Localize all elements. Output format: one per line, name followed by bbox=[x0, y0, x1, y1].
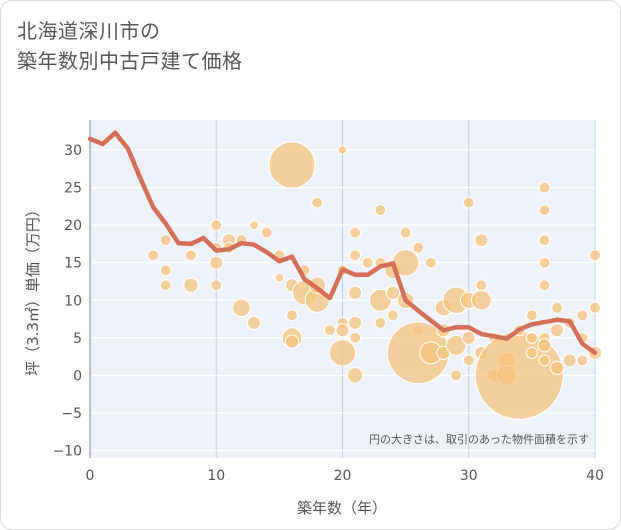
data-bubble bbox=[210, 219, 223, 232]
data-bubble bbox=[274, 272, 285, 283]
data-bubble bbox=[551, 301, 564, 314]
data-bubble bbox=[346, 367, 364, 384]
data-bubble bbox=[311, 196, 324, 209]
y-tick-label: 15 bbox=[64, 256, 82, 272]
data-bubble bbox=[470, 289, 492, 311]
data-bubble bbox=[247, 315, 262, 330]
data-bubble bbox=[385, 285, 401, 300]
data-bubble bbox=[576, 354, 589, 367]
trend-line bbox=[87, 130, 598, 356]
data-bubble bbox=[232, 298, 251, 318]
data-bubble bbox=[589, 301, 601, 314]
data-bubble bbox=[374, 316, 387, 329]
data-bubble bbox=[260, 226, 273, 239]
x-tick-label: 10 bbox=[207, 468, 225, 484]
y-tick-label: 25 bbox=[64, 181, 82, 197]
data-bubble bbox=[335, 323, 350, 338]
data-bubble bbox=[538, 181, 551, 194]
data-bubble bbox=[475, 279, 488, 292]
data-bubble bbox=[349, 331, 362, 344]
data-bubble bbox=[538, 354, 551, 367]
data-bubble bbox=[374, 204, 387, 217]
data-bubble bbox=[589, 249, 601, 262]
data-bubble bbox=[387, 309, 399, 322]
data-bubble bbox=[159, 234, 172, 247]
y-axis-title: 坪（3.3㎡）単価（万円） bbox=[24, 202, 42, 376]
y-tick-label: 0 bbox=[73, 368, 82, 384]
data-bubble bbox=[525, 331, 538, 344]
data-bubble bbox=[424, 256, 437, 269]
data-bubble bbox=[461, 330, 476, 345]
data-bubble bbox=[348, 285, 363, 300]
data-bubble bbox=[349, 226, 362, 239]
x-axis-title: 築年数（年） bbox=[297, 499, 387, 517]
data-bubble bbox=[185, 249, 197, 262]
data-bubble bbox=[210, 279, 223, 292]
x-tick-labels: 0 10 20 30 40 bbox=[86, 468, 604, 484]
data-bubble bbox=[550, 323, 565, 338]
x-tick-label: 40 bbox=[586, 468, 604, 484]
y-tick-label: 5 bbox=[73, 331, 82, 347]
data-bubble bbox=[538, 256, 551, 269]
data-bubble bbox=[550, 360, 565, 375]
data-bubble bbox=[147, 249, 160, 262]
y-tick-label: 20 bbox=[64, 218, 82, 234]
data-bubble bbox=[538, 234, 551, 247]
chart-title: 北海道深川市の 築年数別中古戸建て価格 bbox=[17, 16, 243, 76]
data-bubble bbox=[159, 279, 172, 292]
y-tick-label: −10 bbox=[52, 443, 82, 459]
y-tick-labels: −10 −5 0 5 10 15 20 25 30 bbox=[52, 143, 82, 459]
data-bubble bbox=[323, 324, 336, 337]
x-tick-label: 0 bbox=[86, 468, 95, 484]
x-tick-label: 30 bbox=[460, 468, 478, 484]
title-line-1: 北海道深川市の bbox=[17, 19, 161, 43]
data-bubble bbox=[268, 141, 316, 189]
data-bubble bbox=[328, 339, 357, 367]
y-tick-label: 30 bbox=[64, 143, 82, 159]
y-tick-label: −5 bbox=[61, 406, 82, 422]
data-bubble bbox=[538, 204, 551, 217]
data-bubble bbox=[337, 145, 348, 155]
data-bubble bbox=[445, 334, 467, 356]
data-bubble bbox=[209, 255, 224, 270]
data-bubble bbox=[183, 277, 199, 293]
data-bubble bbox=[286, 309, 298, 322]
data-bubble bbox=[368, 288, 392, 312]
data-bubble bbox=[159, 264, 172, 277]
data-bubble bbox=[284, 334, 300, 349]
data-bubble bbox=[348, 315, 363, 330]
data-bubble bbox=[399, 226, 412, 239]
data-bubble bbox=[349, 249, 362, 262]
data-bubble bbox=[412, 241, 425, 254]
bubble-layer bbox=[147, 141, 603, 420]
x-tick-label: 20 bbox=[334, 468, 352, 484]
data-bubble bbox=[525, 346, 538, 359]
data-bubble bbox=[462, 354, 475, 367]
annotation: 円の大きさは、取引のあった物件面積を示す bbox=[369, 432, 589, 446]
data-bubble bbox=[576, 309, 589, 322]
data-bubble bbox=[537, 338, 552, 353]
data-bubble bbox=[538, 279, 551, 292]
data-bubble bbox=[249, 220, 260, 231]
data-bubble bbox=[462, 196, 475, 209]
data-bubble bbox=[474, 233, 489, 248]
data-bubble bbox=[562, 353, 577, 368]
data-bubble bbox=[450, 369, 463, 382]
y-tick-label: 10 bbox=[64, 293, 82, 309]
data-bubble bbox=[361, 256, 374, 269]
title-line-2: 築年数別中古戸建て価格 bbox=[17, 49, 243, 73]
data-bubble bbox=[525, 309, 538, 322]
